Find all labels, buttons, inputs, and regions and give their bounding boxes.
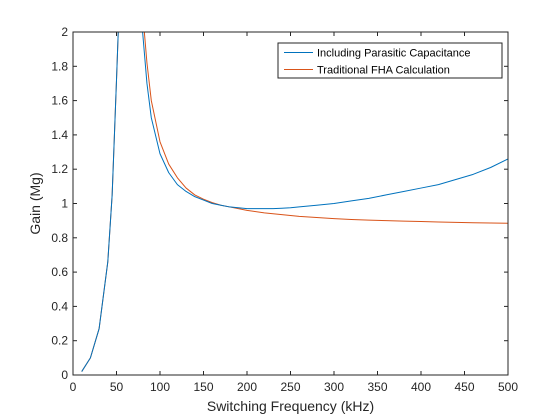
y-tick-label: 0.8 (51, 231, 68, 245)
x-tick-label: 250 (280, 380, 300, 394)
x-tick-label: 350 (367, 380, 387, 394)
y-tick-label: 1.6 (51, 94, 68, 108)
x-axis-label: Switching Frequency (kHz) (207, 398, 374, 414)
x-tick-label: 500 (498, 380, 518, 394)
series-layer (81, 32, 508, 372)
x-tick-label: 400 (411, 380, 431, 394)
y-tick-label: 0.2 (51, 334, 68, 348)
legend-label-fha: Traditional FHA Calculation (317, 65, 450, 77)
y-tick-label: 1.8 (51, 59, 68, 73)
y-tick-label: 1.4 (51, 128, 68, 142)
y-tick-label: 0.6 (51, 265, 68, 279)
x-tick-label: 200 (237, 380, 257, 394)
ticks-layer: 0 50 100 150 200 250 300 350 400 450 500 0 0.2 0.4 0.6… (51, 25, 518, 394)
y-axis-label: Gain (Mg) (27, 172, 43, 234)
series-line-parasitic (81, 32, 508, 372)
y-tick-label: 2 (61, 25, 68, 39)
x-tick-label: 450 (454, 380, 474, 394)
y-tick-label: 1 (61, 197, 68, 211)
x-tick-label: 50 (110, 380, 124, 394)
y-tick-label: 0.4 (51, 299, 68, 313)
legend: Including Parasitic Capacitance Traditio… (277, 42, 503, 79)
x-tick-label: 300 (324, 380, 344, 394)
y-tick-label: 0 (61, 368, 68, 382)
legend-label-parasitic: Including Parasitic Capacitance (317, 48, 470, 60)
y-tick-label: 1.2 (51, 162, 68, 176)
plot-area (73, 32, 508, 375)
x-tick-label: 100 (150, 380, 170, 394)
x-tick-label: 150 (193, 380, 213, 394)
legend-box (277, 42, 503, 79)
x-tick-label: 0 (70, 380, 77, 394)
